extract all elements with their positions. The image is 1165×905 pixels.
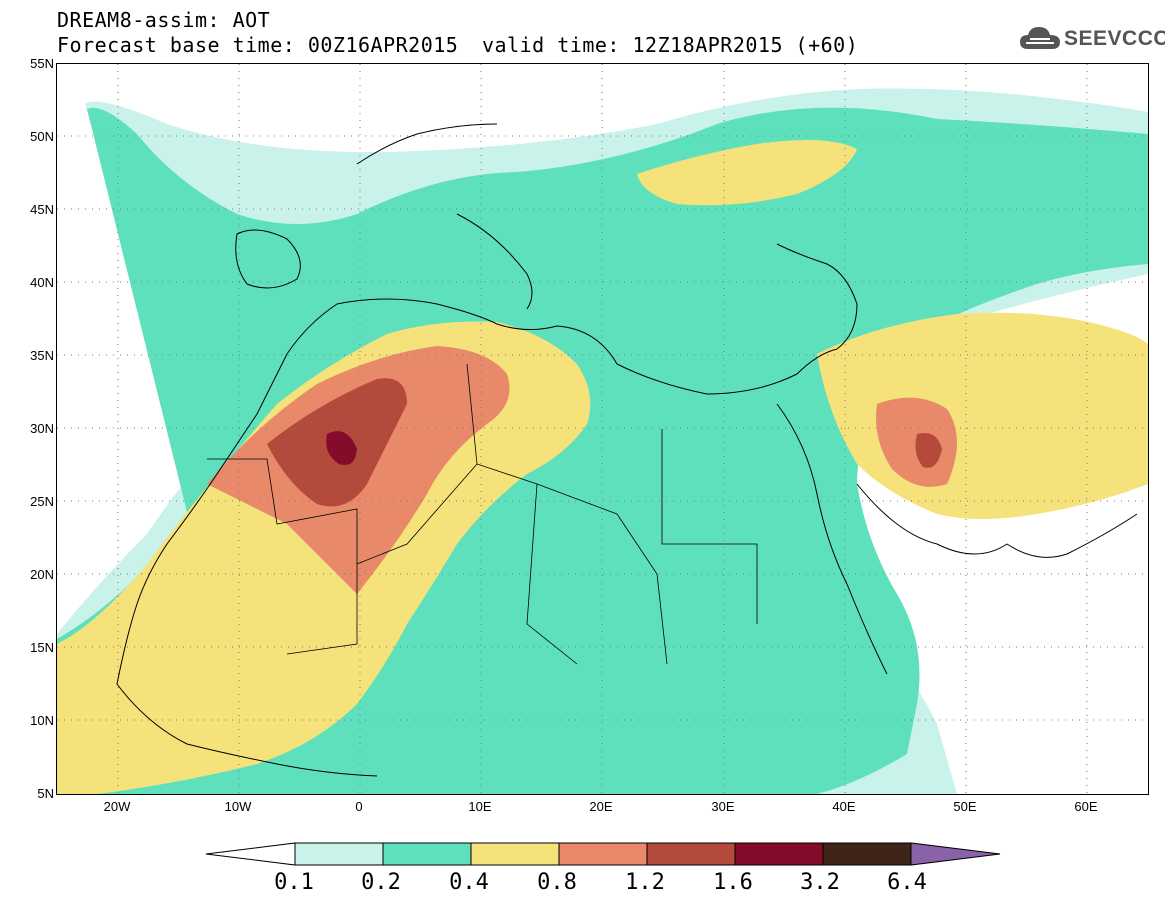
colorbar-cell [470,842,560,866]
colorbar-cell [822,842,912,866]
lon-label: 50E [953,799,977,814]
lon-label: 40E [832,799,856,814]
lon-label: 10W [224,799,252,814]
lat-label: 55N [30,56,54,71]
colorbar-tick-label: 3.2 [800,870,840,895]
map-title: DREAM8-assim: AOT [57,8,271,32]
aot-colorbar [205,842,1001,866]
lon-label: 20E [589,799,613,814]
colorbar-cell [734,842,824,866]
colorbar-tick-label: 0.2 [361,870,401,895]
colorbar-cell [382,842,472,866]
lat-label: 10N [30,713,54,728]
colorbar-under-arrow [205,842,296,866]
lon-label: 0 [355,799,363,814]
colorbar-tick-label: 0.1 [274,870,314,895]
lon-label: 60E [1074,799,1098,814]
colorbar-tick-label: 0.4 [449,870,489,895]
forecast-base-time: Forecast base time: 00Z16APR2015 [57,33,459,57]
lon-label: 20W [103,799,131,814]
lat-label: 45N [30,202,54,217]
aot-map [56,63,1149,795]
aot-contour-16 [326,431,357,465]
valid-time: valid time: 12Z18APR2015 (+60) [482,33,859,57]
colorbar-cell [294,842,384,866]
lat-label: 35N [30,348,54,363]
lat-label: 40N [30,275,54,290]
aot-contour-eu-04 [637,140,857,206]
colorbar-tick-label: 6.4 [887,870,927,895]
colorbar-tick-label: 1.6 [713,870,753,895]
borders [207,363,758,665]
lat-label: 5N [37,786,54,801]
lat-label: 15N [30,640,54,655]
aot-contour-me-04 [817,312,1148,519]
lat-label: 25N [30,494,54,509]
lon-label: 30E [711,799,735,814]
lat-label: 50N [30,129,54,144]
colorbar-cell [558,842,648,866]
lat-label: 30N [30,421,54,436]
colorbar-tick-label: 0.8 [537,870,577,895]
aot-contour-me-12 [915,433,942,468]
colorbar-over-arrow [910,842,1001,866]
lon-label: 10E [468,799,492,814]
seevccc-logo: SEEVCCC [1018,23,1165,55]
lat-label: 20N [30,567,54,582]
colorbar-tick-label: 1.2 [625,870,665,895]
colorbar-cell [646,842,736,866]
logo-text: SEEVCCC [1064,27,1165,50]
graticule [57,64,1148,794]
coastlines [116,123,1138,777]
cloud-icon [1020,27,1060,49]
aot-field [57,64,1148,794]
